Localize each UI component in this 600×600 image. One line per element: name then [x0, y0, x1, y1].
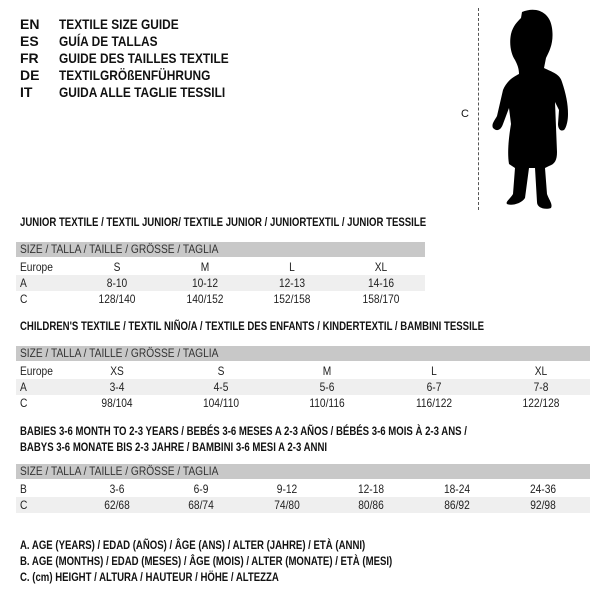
language-code: IT	[20, 84, 33, 100]
table-cell: 128/140	[98, 292, 136, 306]
table-cell: L	[289, 260, 295, 274]
babies-heading-line2: BABYS 3-6 MONATE BIS 2-3 JAHRE / BAMBINI…	[20, 440, 328, 454]
table-cell: 86/92	[444, 498, 470, 512]
size-header-bar: SIZE / TALLA / TAILLE / GRÖSSE / TAGLIA	[16, 464, 590, 479]
table-cell: 74/80	[274, 498, 300, 512]
table-cell: 140/152	[186, 292, 224, 306]
table-cell: M	[322, 364, 332, 378]
table-cell: S	[113, 260, 121, 274]
table-cell: 6-9	[193, 482, 209, 496]
row-label: A	[20, 380, 27, 394]
table-row: Europe XS S M L XL	[16, 363, 590, 379]
guide-title: TEXTILE SIZE GUIDE	[59, 16, 179, 32]
table-row: B 3-6 6-9 9-12 12-18 18-24 24-36	[16, 481, 590, 497]
measure-label: C	[461, 108, 469, 120]
table-cell: 9-12	[276, 482, 298, 496]
language-code: ES	[20, 33, 39, 49]
table-cell: 116/122	[415, 396, 453, 410]
table-cell: 12-18	[357, 482, 385, 496]
table-cell: 152/158	[273, 292, 311, 306]
size-header-bar: SIZE / TALLA / TAILLE / GRÖSSE / TAGLIA	[16, 346, 590, 361]
table-cell: 158/170	[362, 292, 400, 306]
babies-heading-line1: BABIES 3-6 MONTH TO 2-3 YEARS / BEBÉS 3-…	[20, 424, 467, 438]
guide-title: GUÍA DE TALLAS	[59, 33, 158, 49]
table-row: C 98/104 104/110 110/116 116/122 122/128	[16, 395, 590, 411]
table-cell: XS	[110, 364, 124, 378]
table-cell: 14-16	[367, 276, 395, 290]
guide-title: GUIDA ALLE TAGLIE TESSILI	[59, 84, 226, 100]
table-cell: 24-36	[529, 482, 557, 496]
table-cell: 3-4	[109, 380, 125, 394]
table-row: A 8-10 10-12 12-13 14-16	[16, 275, 425, 291]
table-row: C 128/140 140/152 152/158 158/170	[16, 291, 425, 307]
table-row: A 3-4 4-5 5-6 6-7 7-8	[16, 379, 590, 395]
table-cell: 92/98	[530, 498, 556, 512]
legend-item: B. AGE (MONTHS) / EDAD (MESES) / ÂGE (MO…	[20, 554, 393, 568]
table-cell: 98/104	[101, 396, 133, 410]
junior-heading: JUNIOR TEXTILE / TEXTIL JUNIOR/ TEXTILE …	[20, 215, 427, 229]
table-cell: 122/128	[522, 396, 560, 410]
table-cell: 104/110	[202, 396, 240, 410]
table-cell: 12-13	[278, 276, 306, 290]
size-header-label: SIZE / TALLA / TAILLE / GRÖSSE / TAGLIA	[20, 242, 219, 256]
size-header-label: SIZE / TALLA / TAILLE / GRÖSSE / TAGLIA	[20, 346, 219, 360]
table-cell: 18-24	[443, 482, 471, 496]
size-header-bar: SIZE / TALLA / TAILLE / GRÖSSE / TAGLIA	[16, 242, 425, 257]
table-cell: 3-6	[109, 482, 125, 496]
table-cell: S	[217, 364, 225, 378]
row-label: C	[20, 396, 28, 410]
row-label: Europe	[20, 364, 53, 378]
table-cell: 6-7	[426, 380, 442, 394]
legend-item: A. AGE (YEARS) / EDAD (AÑOS) / ÂGE (ANS)…	[20, 538, 366, 552]
size-header-label: SIZE / TALLA / TAILLE / GRÖSSE / TAGLIA	[20, 464, 219, 478]
table-row: C 62/68 68/74 74/80 80/86 86/92 92/98	[16, 497, 590, 513]
language-code: FR	[20, 50, 39, 66]
row-label: C	[20, 498, 28, 512]
child-silhouette-icon	[492, 9, 568, 209]
table-cell: 68/74	[188, 498, 214, 512]
row-label: B	[20, 482, 27, 496]
guide-title: TEXTILGRÖßENFÜHRUNG	[59, 67, 211, 83]
table-cell: 8-10	[106, 276, 128, 290]
row-label: A	[20, 276, 27, 290]
table-cell: L	[431, 364, 437, 378]
table-cell: 5-6	[319, 380, 335, 394]
language-code: DE	[20, 67, 40, 83]
language-code: EN	[20, 16, 40, 32]
table-row: Europe S M L XL	[16, 259, 425, 275]
guide-title: GUIDE DES TAILLES TEXTILE	[59, 50, 229, 66]
table-cell: 10-12	[191, 276, 219, 290]
table-cell: 7-8	[533, 380, 549, 394]
table-cell: 4-5	[213, 380, 229, 394]
table-cell: M	[200, 260, 210, 274]
table-cell: 62/68	[104, 498, 130, 512]
legend-item: C. (cm) HEIGHT / ALTURA / HAUTEUR / HÖHE…	[20, 570, 279, 584]
table-cell: XL	[374, 260, 388, 274]
table-cell: 110/116	[309, 396, 345, 410]
row-label: C	[20, 292, 28, 306]
row-label: Europe	[20, 260, 53, 274]
table-cell: XL	[534, 364, 548, 378]
height-dashed-line	[478, 8, 479, 210]
table-cell: 80/86	[358, 498, 384, 512]
children-heading: CHILDREN'S TEXTILE / TEXTIL NIÑO/A / TEX…	[20, 319, 485, 333]
